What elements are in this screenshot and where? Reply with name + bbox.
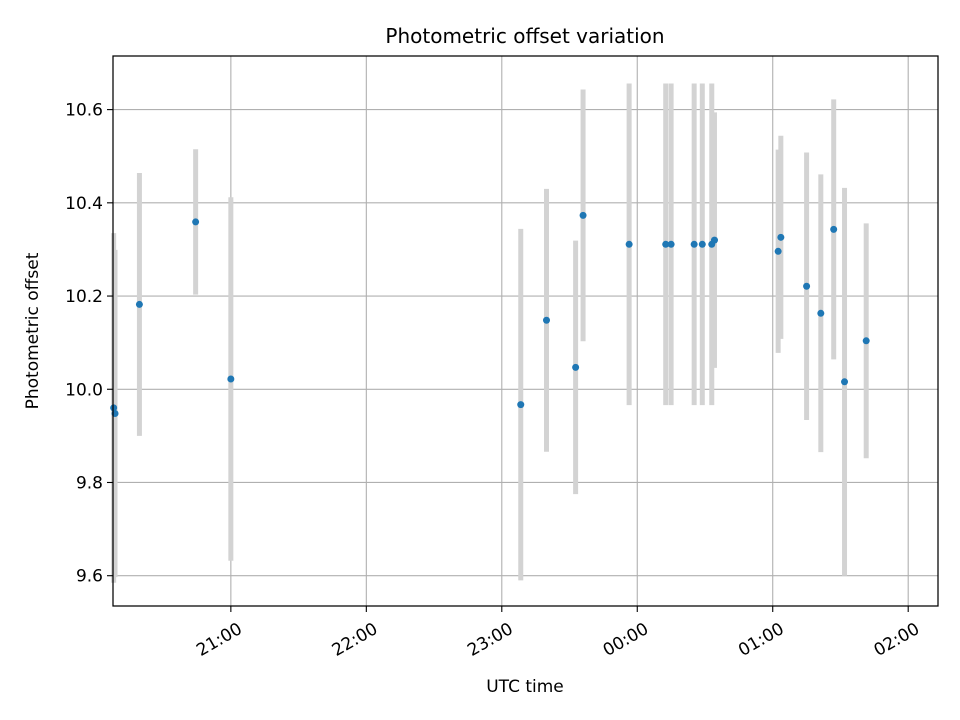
x-axis-label: UTC time [486, 677, 564, 697]
data-point [698, 240, 706, 248]
data-point [110, 404, 118, 412]
grid-lines [113, 56, 938, 606]
data-point [579, 211, 587, 219]
y-tick-label: 10.6 [65, 101, 103, 121]
data-point [542, 316, 550, 324]
data-point [774, 247, 782, 255]
data-point [777, 233, 785, 241]
data-point [690, 240, 698, 248]
data-point [517, 401, 525, 409]
data-point [862, 337, 870, 345]
chart-title: Photometric offset variation [385, 24, 664, 48]
data-point [227, 375, 235, 383]
data-point [710, 236, 718, 244]
data-point [830, 225, 838, 233]
plot-frame [112, 55, 939, 607]
data-point [803, 282, 811, 290]
data-point [817, 309, 825, 317]
data-point [135, 300, 143, 308]
data-point [841, 378, 849, 386]
data-point [192, 218, 200, 226]
data-point [625, 240, 633, 248]
y-axis-label: Photometric offset [23, 252, 43, 409]
y-tick-label: 10.2 [65, 287, 103, 307]
data-point [662, 240, 670, 248]
data-point [667, 240, 675, 248]
y-tick-label: 10.0 [65, 380, 103, 400]
y-tick-label: 9.8 [76, 473, 103, 493]
y-tick-label: 9.6 [76, 567, 103, 587]
data-point [572, 363, 580, 371]
y-tick-label: 10.4 [65, 194, 103, 214]
